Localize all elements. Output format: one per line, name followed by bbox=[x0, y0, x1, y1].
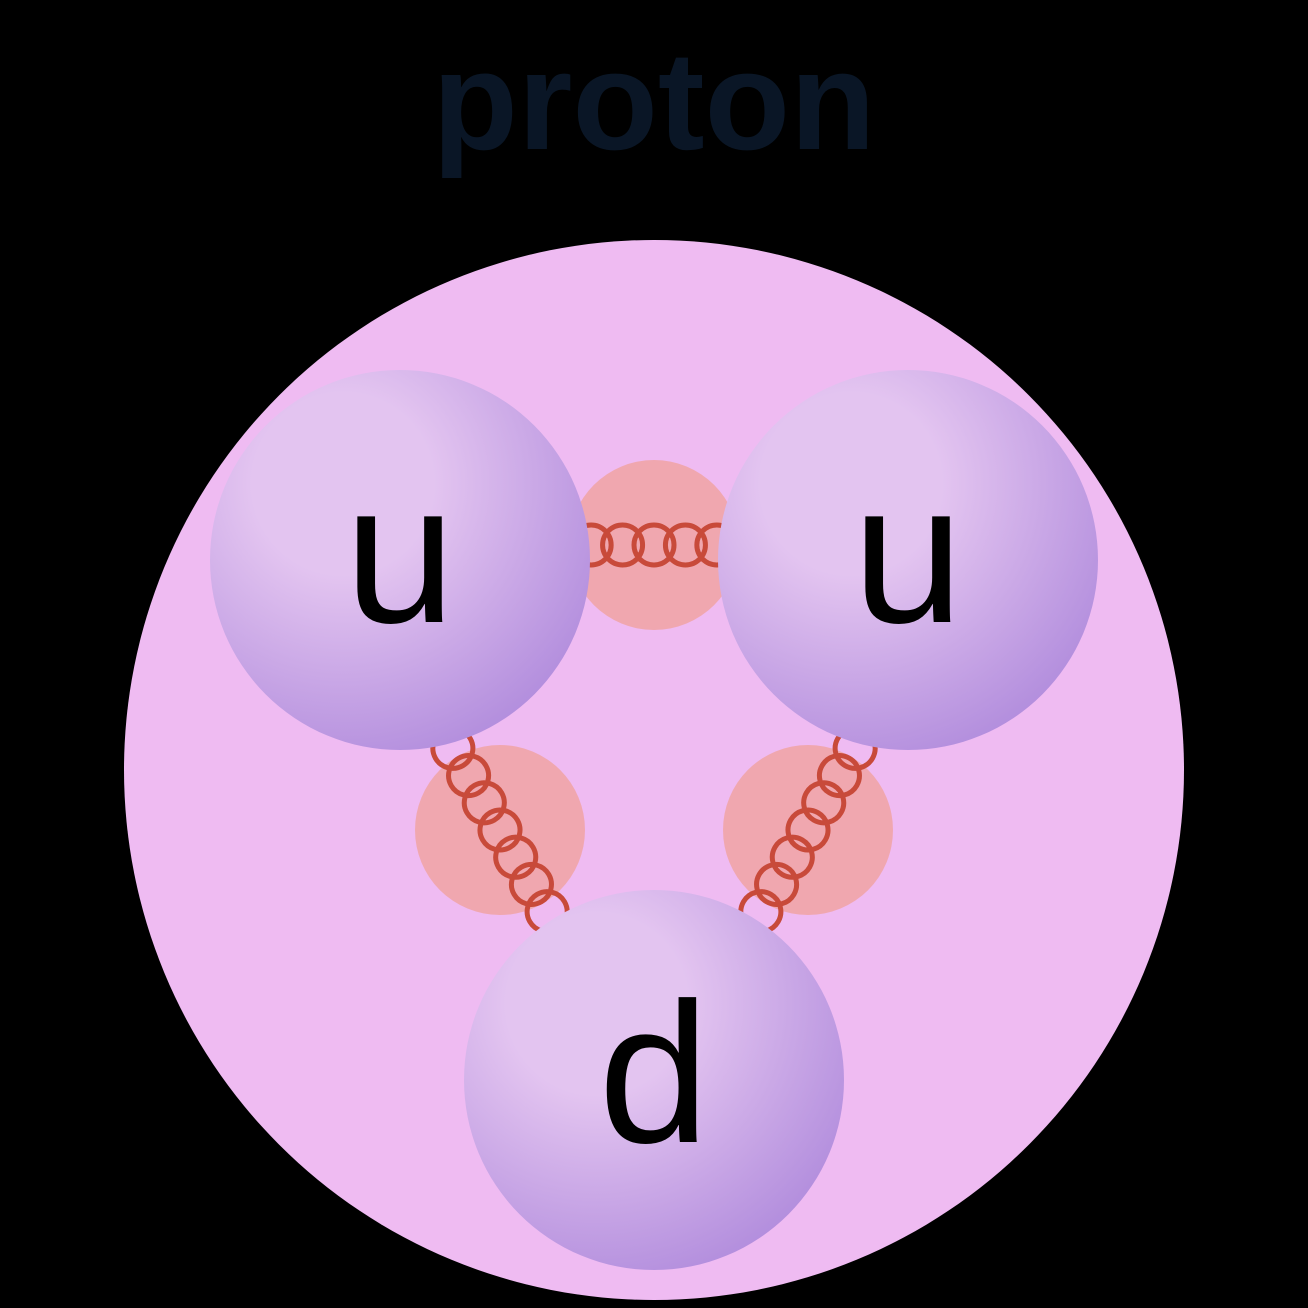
diagram-title: proton bbox=[0, 20, 1308, 182]
quark-up-0: u bbox=[210, 370, 590, 750]
quark-label: u bbox=[344, 454, 455, 654]
quark-label: d bbox=[598, 974, 709, 1174]
quark-up-1: u bbox=[718, 370, 1098, 750]
quark-down-0: d bbox=[464, 890, 844, 1270]
diagram-canvas: u u d proton bbox=[0, 0, 1308, 1308]
quark-label: u bbox=[852, 454, 963, 654]
